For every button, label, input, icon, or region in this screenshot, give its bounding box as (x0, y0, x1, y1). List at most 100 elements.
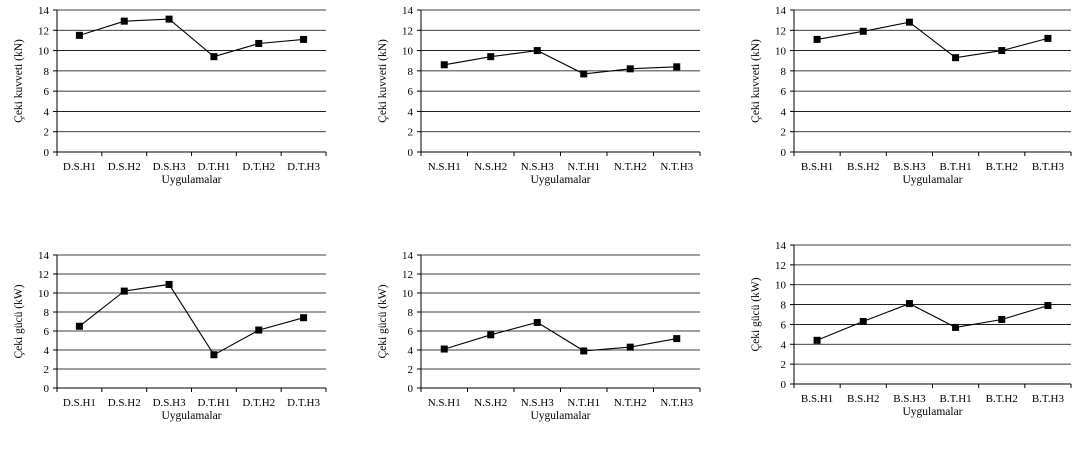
y-axis-label: Çeki kuvveti (kN) (750, 39, 762, 123)
y-tick-label: 0 (44, 383, 50, 395)
y-tick-label: 12 (775, 25, 786, 37)
x-tick-label: B.S.H2 (847, 393, 879, 405)
y-tick-label: 10 (38, 288, 50, 300)
y-tick-label: 14 (38, 5, 50, 17)
series-line (79, 283, 304, 356)
x-tick-label: N.T.H3 (660, 161, 693, 173)
data-point (533, 318, 541, 326)
data-point (75, 322, 83, 330)
x-tick-label: B.S.H3 (893, 161, 926, 173)
y-tick-label: 12 (38, 25, 49, 37)
y-tick-label: 4 (408, 106, 414, 118)
y-tick-label: 4 (44, 106, 50, 118)
y-tick-label: 12 (402, 25, 413, 37)
data-point (300, 314, 308, 322)
x-tick-label: N.S.H2 (474, 397, 507, 409)
data-point (580, 70, 588, 78)
chart-panel-4: 0 2 4 6 8 10 12 14 D.S.H1 D.S.H2 D.S.H3 D.T.H1 D.T.H… (13, 250, 327, 422)
y-tick-label: 12 (775, 260, 786, 272)
x-tick-label: D.S.H3 (153, 161, 187, 173)
y-tick-label: 14 (402, 250, 414, 262)
data-point (210, 53, 218, 61)
y-tick-label: 14 (402, 5, 414, 17)
x-tick-label: N.T.H2 (614, 161, 647, 173)
y-tick-label: 8 (781, 300, 787, 312)
data-point (580, 347, 588, 355)
y-axis-label: Çeki gücü (kW) (13, 284, 25, 358)
x-axis-label: Uygulamalar (530, 410, 590, 422)
x-tick-label: N.T.H3 (660, 397, 693, 409)
y-tick-label: 2 (408, 364, 414, 376)
data-point (859, 27, 867, 35)
y-tick-label: 0 (781, 379, 787, 391)
x-tick-label: B.T.H1 (939, 161, 971, 173)
y-tick-label: 4 (781, 339, 787, 351)
x-tick-label: B.S.H1 (801, 161, 833, 173)
data-point (75, 31, 83, 39)
y-tick-label: 0 (408, 147, 414, 159)
x-tick-label: N.S.H1 (428, 397, 461, 409)
y-tick-label: 8 (44, 307, 50, 319)
data-point (905, 300, 913, 308)
x-axis-label: Uygulamalar (902, 406, 962, 418)
y-tick-label: 0 (408, 383, 414, 395)
x-tick-label: N.T.H1 (567, 161, 600, 173)
data-point (165, 280, 173, 288)
x-axis-label: Uygulamalar (161, 174, 221, 186)
data-point (673, 63, 681, 71)
data-point (952, 323, 960, 331)
y-tick-label: 6 (781, 86, 787, 98)
x-tick-label: B.T.H3 (1032, 393, 1065, 405)
y-axis-label: Çeki kuvveti (kN) (377, 39, 389, 123)
x-tick-label: D.T.H2 (242, 397, 275, 409)
data-point (440, 61, 448, 69)
y-tick-label: 12 (38, 269, 49, 281)
data-point (120, 287, 128, 295)
data-point (952, 54, 960, 62)
chart-panel-5: 0 2 4 6 8 10 12 14 N.S.H1 N.S.H2 N.S.H3 N.T.H1 N.T.H… (377, 250, 701, 422)
data-point (905, 18, 913, 26)
y-tick-label: 8 (408, 307, 414, 319)
data-point (626, 343, 634, 351)
x-tick-label: D.T.H1 (198, 397, 231, 409)
x-tick-label: N.S.H3 (521, 161, 555, 173)
y-tick-label: 6 (781, 319, 787, 331)
x-tick-label: B.T.H2 (986, 393, 1018, 405)
series-line (444, 50, 677, 75)
x-tick-label: B.S.H3 (893, 393, 926, 405)
x-tick-label: B.T.H3 (1032, 161, 1065, 173)
x-tick-label: B.S.H1 (801, 393, 833, 405)
y-axis-label: Çeki kuvveti (kN) (13, 39, 25, 123)
y-tick-label: 0 (44, 147, 50, 159)
y-axis-label: Çeki gücü (kW) (377, 284, 389, 358)
x-axis-label: Uygulamalar (161, 410, 221, 422)
data-point (813, 35, 821, 43)
y-tick-label: 14 (775, 5, 787, 17)
x-tick-label: D.S.H3 (153, 397, 187, 409)
data-point (998, 47, 1006, 55)
y-tick-label: 14 (775, 240, 787, 252)
chart-panel-3: 0 2 4 6 8 10 12 14 B.S.H1 B.S.H2 B.S.H3 B.T.H1 B.T.H… (750, 5, 1072, 186)
y-tick-label: 2 (408, 127, 414, 139)
x-tick-label: N.S.H1 (428, 161, 461, 173)
x-tick-label: B.T.H1 (939, 393, 971, 405)
x-tick-label: D.T.H3 (287, 397, 320, 409)
y-tick-label: 4 (408, 345, 414, 357)
data-point (1044, 34, 1052, 42)
y-tick-label: 6 (44, 86, 50, 98)
data-point (626, 65, 634, 73)
y-tick-label: 6 (44, 326, 50, 338)
y-tick-label: 8 (781, 66, 787, 78)
y-tick-label: 10 (775, 280, 787, 292)
y-tick-label: 10 (402, 46, 414, 58)
x-axis-label: Uygulamalar (530, 174, 590, 186)
data-point (210, 351, 218, 359)
y-tick-label: 12 (402, 269, 413, 281)
data-point (255, 39, 263, 47)
chart-panel-6: 0 2 4 6 8 10 12 14 B.S.H1 B.S.H2 B.S.H3 B.T.H1 B.T.H… (750, 240, 1072, 418)
data-point (300, 35, 308, 43)
data-point (255, 326, 263, 334)
data-point (487, 53, 495, 61)
x-tick-label: D.T.H1 (198, 161, 231, 173)
